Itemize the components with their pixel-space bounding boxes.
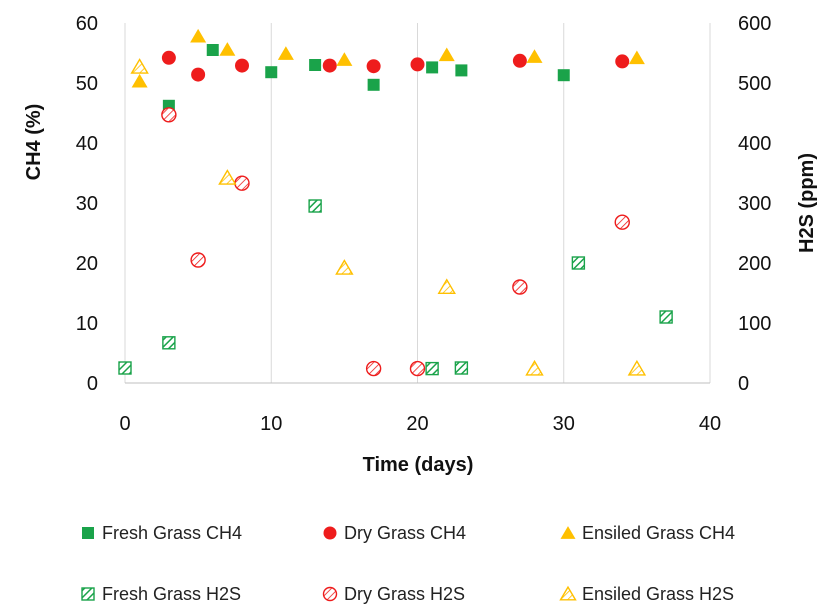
data-point-3-5 [571,256,586,270]
data-point-5-2 [335,259,354,275]
series-0 [162,44,570,112]
x-tick-label-0: 0 [119,413,130,435]
legend-label-1: Dry Grass CH4 [344,523,466,543]
data-point-3-3 [425,361,439,376]
data-point-1-6 [512,53,527,68]
legend-marker-5 [559,585,577,601]
data-point-2-2 [219,42,236,56]
data-point-0-2 [265,66,278,79]
y-tick-label-4: 40 [76,133,98,155]
y2-tick-label-1: 100 [738,313,771,335]
y-tick-label-1: 10 [76,313,98,335]
data-point-5-0 [130,58,149,74]
y2-tick-label-6: 600 [738,13,771,35]
data-point-4-6 [614,214,630,230]
y2-tick-label-3: 300 [738,193,771,215]
legend-marker-3 [81,587,95,601]
data-point-3-0 [118,361,132,375]
y-tick-label-5: 50 [76,73,98,95]
x-tick-label-2: 20 [406,413,428,435]
data-point-1-1 [191,67,206,82]
data-point-0-5 [426,61,439,74]
series-2 [131,28,645,88]
data-point-4-4 [409,360,426,377]
data-point-3-2 [308,199,322,213]
data-point-4-2 [234,175,250,191]
legend-item-0: Fresh Grass CH4 [82,523,242,543]
y2-axis-ticks: 0 100 200 300 400 500 600 [738,13,771,395]
data-point-2-1 [190,28,207,43]
x-axis-ticks: 0 10 20 30 40 [119,413,721,435]
data-point-5-1 [218,169,237,185]
legend-marker-0 [82,527,94,539]
data-point-5-4 [525,359,544,376]
y2-tick-label-5: 500 [738,73,771,95]
legend-item-1: Dry Grass CH4 [323,523,466,543]
data-point-2-7 [628,50,645,65]
data-point-1-0 [161,50,176,65]
legend-label-0: Fresh Grass CH4 [102,523,242,543]
legend-label-5: Ensiled Grass H2S [582,584,734,604]
data-point-0-3 [309,59,322,71]
data-point-1-4 [366,59,381,74]
legend-item-4: Dry Grass H2S [322,584,465,604]
y2-axis-title: H2S (ppm) [796,153,818,253]
legend-label-4: Dry Grass H2S [344,584,465,604]
data-point-2-5 [438,47,455,62]
x-axis-title: Time (days) [363,454,474,476]
data-point-2-4 [336,52,353,66]
data-points [118,28,673,377]
series-4 [161,107,630,377]
legend-item-2: Ensiled Grass CH4 [560,523,735,543]
data-point-1-7 [615,54,630,69]
y2-tick-label-0: 0 [738,373,749,395]
y-tick-label-3: 30 [76,193,98,215]
data-point-0-4 [367,78,380,91]
data-point-0-7 [557,69,570,82]
legend-label-2: Ensiled Grass CH4 [582,523,735,543]
series-5 [130,58,647,376]
y2-tick-label-2: 200 [738,253,771,275]
series-1 [161,50,630,82]
data-point-3-1 [162,336,176,350]
data-point-5-5 [627,359,647,376]
series-3 [118,199,673,376]
legend-item-5: Ensiled Grass H2S [559,584,734,604]
data-point-4-1 [190,252,206,268]
data-point-4-5 [512,279,528,295]
data-point-4-0 [161,107,177,123]
data-point-5-3 [437,278,456,294]
x-tick-label-1: 10 [260,413,282,435]
data-point-3-6 [659,310,673,324]
data-point-0-6 [455,64,468,77]
legend-marker-2 [560,526,576,539]
legend-marker-1 [323,526,337,540]
y-tick-label-6: 60 [76,13,98,35]
data-point-2-0 [131,73,148,88]
data-point-1-3 [322,58,337,73]
x-tick-label-4: 40 [699,413,721,435]
legend-marker-4 [322,586,338,602]
data-point-1-5 [410,57,425,72]
legend: Fresh Grass CH4 Dry Grass CH4 Ensiled Gras… [81,523,735,604]
y2-tick-label-4: 400 [738,133,771,155]
data-point-4-3 [365,360,382,377]
data-point-3-4 [454,361,469,375]
legend-label-3: Fresh Grass H2S [102,584,241,604]
legend-item-3: Fresh Grass H2S [81,584,241,604]
y-tick-label-0: 0 [87,373,98,395]
y-axis-ticks: 0 10 20 30 40 50 60 [76,13,98,395]
data-point-2-3 [277,46,294,60]
y-axis-title: CH4 (%) [23,104,45,181]
data-point-2-6 [526,49,543,63]
gridlines [124,23,711,383]
y-tick-label-2: 20 [76,253,98,275]
x-tick-label-3: 30 [553,413,575,435]
data-point-1-2 [235,58,249,73]
data-point-0-1 [206,44,219,56]
